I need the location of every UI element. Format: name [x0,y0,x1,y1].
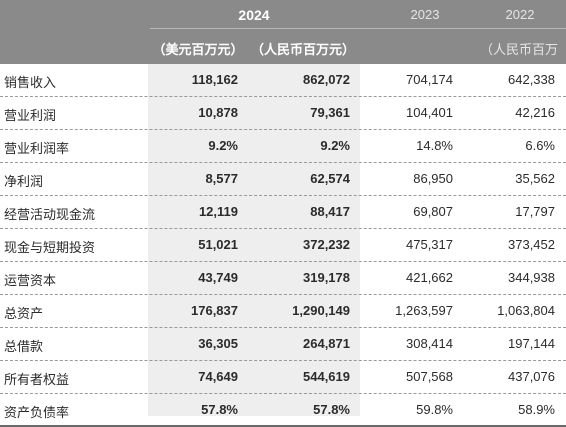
row-value-2023: 69,807 [413,204,453,219]
row-value-rmb-2024: 544,619 [303,369,350,384]
row-value-2022: 1,063,804 [497,303,555,318]
row-value-usd-2024: 9.2% [208,138,238,153]
table-row: 资产负债率 57.8% 57.8% 59.8% 58.9% [0,394,566,427]
highlight-column-2024 [148,0,360,416]
row-value-2023: 308,414 [406,336,453,351]
row-label: 营业利润率 [4,141,70,156]
row-value-2023: 507,568 [406,369,453,384]
row-value-2022: 437,076 [508,369,555,384]
row-label: 运营资本 [4,273,57,288]
row-value-2022: 197,144 [508,336,555,351]
header-unit-rmb-prior: （人民币百万 [480,42,559,57]
table-row: 总借款 36,305 264,871 308,414 197,144 [0,328,566,361]
row-value-rmb-2024: 264,871 [303,336,350,351]
table-row: 净利润 8,577 62,574 86,950 35,562 [0,163,566,196]
table-body: 销售收入 118,162 862,072 704,174 642,338 营业利… [0,64,566,427]
row-value-rmb-2024: 88,417 [310,204,350,219]
row-label: 所有者权益 [4,372,70,387]
row-value-rmb-2024: 319,178 [303,270,350,285]
row-value-usd-2024: 8,577 [205,171,238,186]
row-label: 总借款 [4,339,44,354]
header-year-2024: 2024 [238,7,270,23]
row-label: 总资产 [4,306,44,321]
row-value-2023: 14.8% [416,138,453,153]
table-row: 营业利润率 9.2% 9.2% 14.8% 6.6% [0,130,566,163]
row-value-2022: 58.9% [518,402,555,417]
row-value-2022: 6.6% [525,138,555,153]
row-value-2023: 475,317 [406,237,453,252]
row-label: 营业利润 [4,108,57,123]
row-value-2022: 35,562 [515,171,555,186]
header-unit-usd: （美元百万元） [152,42,244,57]
row-value-rmb-2024: 62,574 [310,171,350,186]
row-value-usd-2024: 43,749 [198,270,238,285]
row-value-2023: 86,950 [413,171,453,186]
table-row: 营业利润 10,878 79,361 104,401 42,216 [0,97,566,130]
row-value-usd-2024: 176,837 [191,303,238,318]
table-row: 总资产 176,837 1,290,149 1,263,597 1,063,80… [0,295,566,328]
row-value-usd-2024: 51,021 [198,237,238,252]
row-value-2022: 373,452 [508,237,555,252]
table-row: 现金与短期投资 51,021 372,232 475,317 373,452 [0,229,566,262]
row-value-rmb-2024: 372,232 [303,237,350,252]
header-divider [150,28,566,29]
header-unit-rmb: （人民币百万元） [250,42,355,57]
row-value-usd-2024: 10,878 [198,105,238,120]
row-value-2023: 104,401 [406,105,453,120]
row-value-usd-2024: 57.8% [201,402,238,417]
row-value-usd-2024: 36,305 [198,336,238,351]
row-value-rmb-2024: 57.8% [313,402,350,417]
row-value-2023: 1,263,597 [395,303,453,318]
row-value-2023: 59.8% [416,402,453,417]
table-row: 运营资本 43,749 319,178 421,662 344,938 [0,262,566,295]
row-value-2022: 344,938 [508,270,555,285]
table-row: 销售收入 118,162 862,072 704,174 642,338 [0,64,566,97]
row-label: 现金与短期投资 [4,240,96,255]
header-year-2022: 2022 [505,7,535,22]
row-value-rmb-2024: 1,290,149 [292,303,350,318]
table-row: 经营活动现金流 12,119 88,417 69,807 17,797 [0,196,566,229]
row-value-2023: 704,174 [406,72,453,87]
row-label: 经营活动现金流 [4,207,96,222]
row-value-usd-2024: 12,119 [198,204,238,219]
row-value-rmb-2024: 9.2% [320,138,350,153]
row-label: 净利润 [4,174,44,189]
row-value-2023: 421,662 [406,270,453,285]
row-value-2022: 42,216 [515,105,555,120]
table-row: 所有者权益 74,649 544,619 507,568 437,076 [0,361,566,394]
row-value-rmb-2024: 79,361 [310,105,350,120]
row-value-usd-2024: 74,649 [198,369,238,384]
header-year-2023: 2023 [410,7,440,22]
row-value-2022: 17,797 [515,204,555,219]
row-label: 资产负债率 [4,405,70,420]
table-header: 2024 2023 2022 （美元百万元） （人民币百万元） （人民币百万 [0,0,566,64]
row-value-usd-2024: 118,162 [191,72,238,87]
row-value-rmb-2024: 862,072 [303,72,350,87]
row-value-2022: 642,338 [508,72,555,87]
row-label: 销售收入 [4,75,57,90]
